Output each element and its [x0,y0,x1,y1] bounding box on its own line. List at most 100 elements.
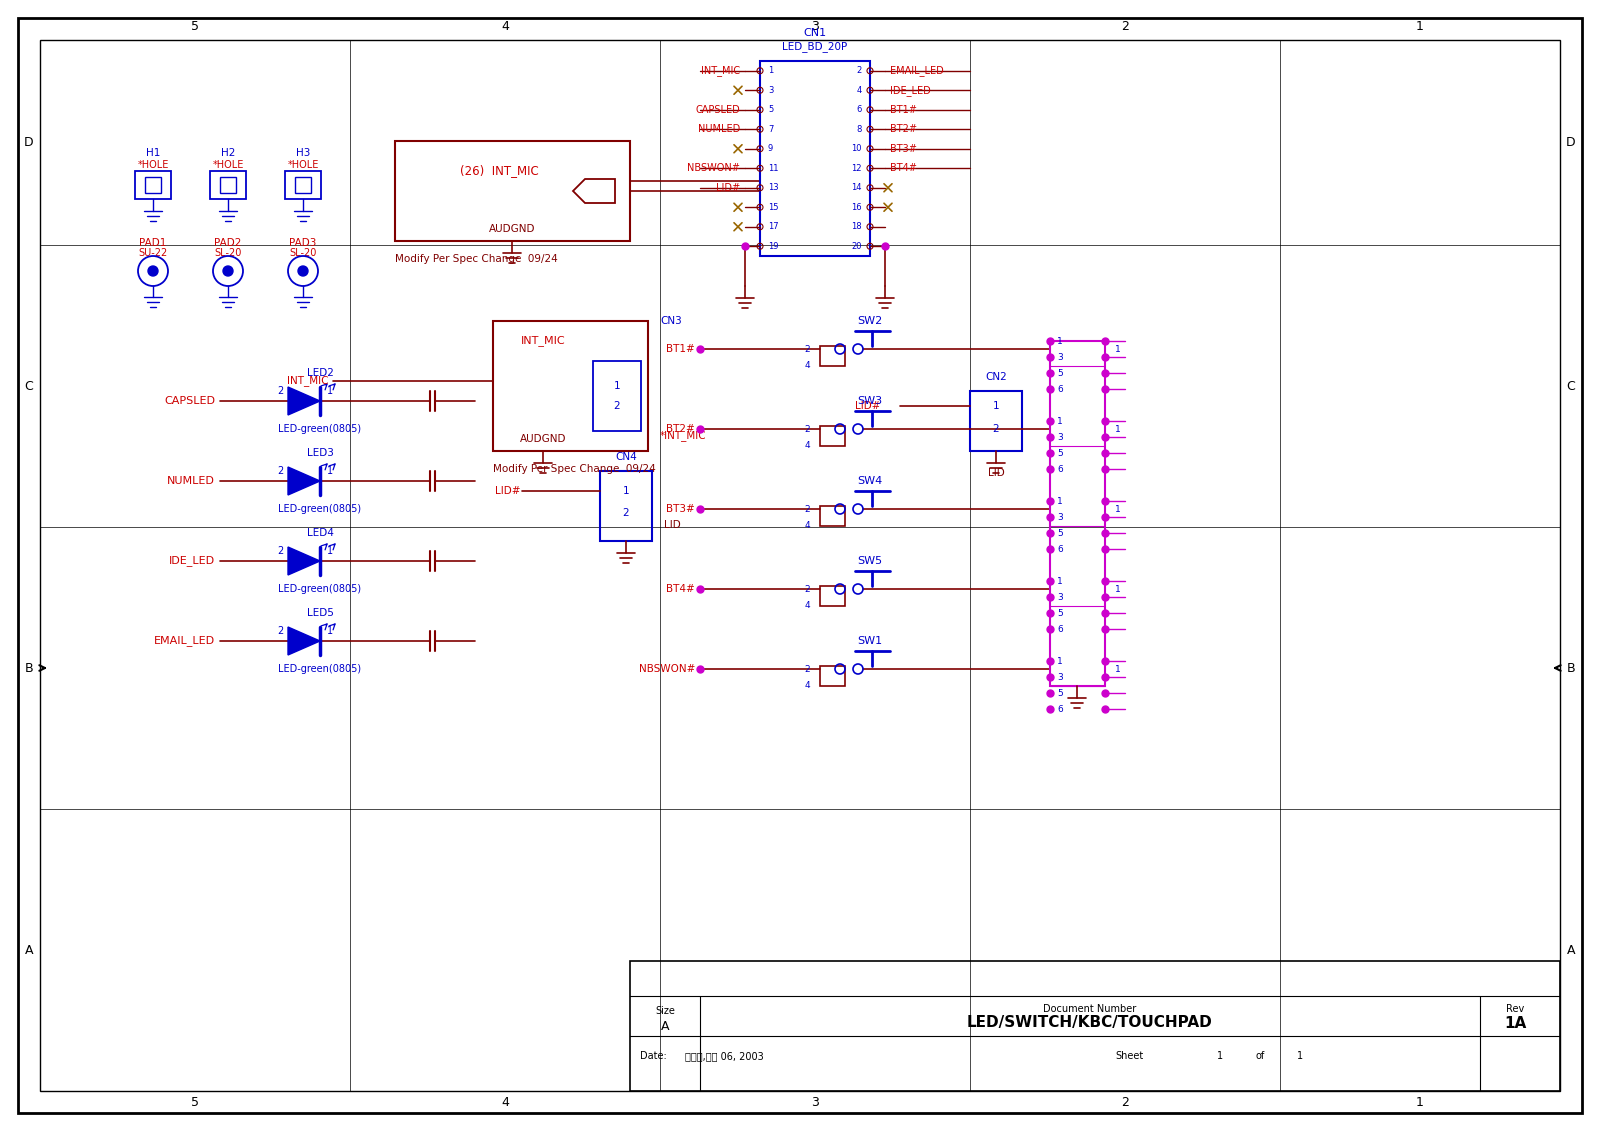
Text: 六月六,六月 06, 2003: 六月六,六月 06, 2003 [685,1051,763,1061]
Text: 2: 2 [805,504,810,513]
Text: 1A: 1A [1504,1016,1526,1030]
Text: SW2: SW2 [858,316,883,326]
Text: EMAIL_LED: EMAIL_LED [154,636,214,647]
Text: 1: 1 [1218,1051,1222,1061]
Text: 13: 13 [768,183,779,192]
Text: CN2: CN2 [986,372,1006,382]
Text: PAD2: PAD2 [214,238,242,248]
Text: 2: 2 [805,424,810,433]
Text: AUDGND: AUDGND [520,434,566,444]
Text: 2: 2 [805,585,810,594]
Text: 5: 5 [1058,608,1062,618]
Text: 6: 6 [856,105,862,114]
Bar [221,176,237,193]
Bar [819,506,845,526]
Bar [819,666,845,687]
Bar [134,171,171,199]
Text: 2: 2 [277,625,283,636]
Text: 5: 5 [1058,528,1062,537]
Text: 3: 3 [811,1096,819,1110]
Text: 10: 10 [851,145,862,153]
Text: 1: 1 [1115,345,1120,354]
Text: 2: 2 [992,424,1000,434]
Polygon shape [288,547,320,575]
Text: LED4: LED4 [307,528,333,538]
Text: SL-20: SL-20 [214,248,242,258]
Text: *HOLE: *HOLE [213,159,243,170]
Text: IDE_LED: IDE_LED [170,555,214,567]
Text: 17: 17 [768,223,779,231]
Text: 4: 4 [805,602,810,611]
Text: 2: 2 [277,386,283,396]
Text: 6: 6 [1058,465,1062,474]
Text: C: C [1566,380,1576,392]
Text: NBSWON#: NBSWON# [638,664,694,674]
Text: H3: H3 [296,148,310,158]
Bar [819,346,845,366]
Text: 7: 7 [768,124,773,133]
Bar [395,141,630,241]
Text: H1: H1 [146,148,160,158]
Text: 1: 1 [1115,504,1120,513]
Text: 4: 4 [805,521,810,530]
Text: IDE_LED: IDE_LED [890,85,931,96]
Bar [600,470,653,541]
Text: CN1: CN1 [803,28,827,38]
Text: 2: 2 [856,67,862,76]
Text: B: B [1566,662,1576,674]
Circle shape [147,266,158,276]
Text: BT3#: BT3# [890,144,917,154]
Text: 8: 8 [856,124,862,133]
Text: 1: 1 [1115,665,1120,673]
Text: 1: 1 [1416,20,1424,34]
Text: BT2#: BT2# [666,424,694,434]
Text: 1: 1 [326,386,333,396]
Text: 6: 6 [1058,385,1062,394]
Text: PAD1: PAD1 [139,238,166,248]
Text: 14: 14 [851,183,862,192]
Text: Modify Per Spec Change  09/24: Modify Per Spec Change 09/24 [493,464,656,474]
Text: 3: 3 [768,86,773,95]
Text: 2: 2 [277,546,283,556]
Text: *HOLE: *HOLE [138,159,168,170]
Circle shape [222,266,234,276]
Text: CN4: CN4 [614,452,637,461]
Text: Size: Size [654,1005,675,1016]
Text: PAD3: PAD3 [290,238,317,248]
Text: LID#: LID# [854,402,880,411]
Text: BT3#: BT3# [666,504,694,513]
Text: of: of [1256,1051,1264,1061]
Text: 4: 4 [501,20,509,34]
Text: LED5: LED5 [307,608,333,618]
Text: 1: 1 [992,402,1000,411]
Text: NUMLED: NUMLED [698,124,739,135]
Text: NBSWON#: NBSWON# [686,163,739,173]
Text: (26)  INT_MIC: (26) INT_MIC [461,164,539,178]
Text: 2: 2 [614,402,621,411]
Text: CN3: CN3 [661,316,682,326]
Text: SW1: SW1 [858,636,883,646]
Text: A: A [24,943,34,957]
Text: LED2: LED2 [307,368,333,378]
Text: Modify Per Spec Change  09/24: Modify Per Spec Change 09/24 [395,254,558,264]
Text: CAPSLED: CAPSLED [696,105,739,114]
Text: 1: 1 [1058,656,1062,665]
Text: *INT_MIC: *INT_MIC [661,431,707,441]
Text: 1: 1 [326,625,333,636]
Text: D: D [1566,137,1576,149]
Bar [760,61,870,256]
Text: 1: 1 [614,381,621,391]
Text: 1: 1 [1115,585,1120,594]
Text: 5: 5 [190,20,198,34]
Text: 4: 4 [805,362,810,371]
Text: 2: 2 [805,665,810,673]
Text: Date:: Date: [640,1051,667,1061]
Text: 3: 3 [1058,512,1062,521]
Polygon shape [288,627,320,655]
Text: INT_MIC: INT_MIC [286,375,328,387]
Text: 11: 11 [768,164,779,173]
Text: LID#: LID# [715,183,739,192]
Text: EMAIL_LED: EMAIL_LED [890,66,944,76]
Text: 5: 5 [768,105,773,114]
Text: C: C [24,380,34,392]
